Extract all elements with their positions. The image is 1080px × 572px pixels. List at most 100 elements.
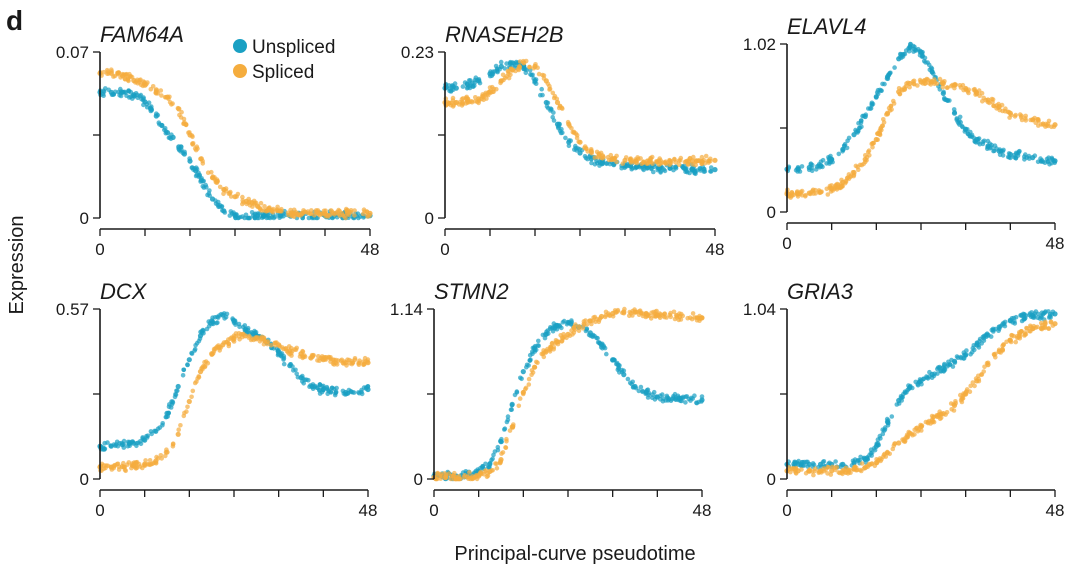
data-point	[506, 414, 511, 419]
data-point	[117, 70, 122, 75]
data-point	[993, 327, 998, 332]
data-point	[164, 450, 169, 455]
data-point	[122, 445, 127, 450]
data-point	[955, 354, 960, 359]
data-point	[518, 396, 523, 401]
data-point	[146, 433, 151, 438]
data-point	[329, 208, 334, 213]
data-point	[560, 130, 565, 135]
data-point	[138, 464, 143, 469]
data-point	[892, 101, 897, 106]
data-point	[122, 465, 127, 470]
data-point	[164, 131, 169, 136]
data-point	[1047, 315, 1052, 320]
data-point	[924, 420, 929, 425]
data-point	[966, 87, 971, 92]
data-point	[1001, 321, 1006, 326]
data-point	[170, 399, 175, 404]
data-point	[1033, 153, 1038, 158]
data-point	[927, 370, 932, 375]
x-tick-label: 48	[1046, 501, 1065, 520]
data-point	[447, 89, 452, 94]
data-point	[301, 355, 306, 360]
data-point	[334, 386, 339, 391]
data-point	[918, 78, 923, 83]
data-point	[513, 69, 518, 74]
data-point	[195, 144, 200, 149]
data-point	[365, 213, 370, 218]
data-point	[506, 69, 511, 74]
data-point	[930, 67, 935, 72]
data-point	[837, 152, 842, 157]
data-point	[335, 210, 340, 215]
data-point	[897, 86, 902, 91]
data-point	[907, 85, 912, 90]
data-point	[953, 82, 958, 87]
data-point	[445, 102, 450, 107]
data-point	[462, 473, 467, 478]
data-point	[952, 408, 957, 413]
panel-title: GRIA3	[787, 279, 854, 304]
data-point	[292, 347, 297, 352]
data-point	[341, 389, 346, 394]
data-point	[171, 442, 176, 447]
x-tick-label: 48	[361, 240, 380, 259]
data-point	[301, 381, 306, 386]
data-point	[583, 154, 588, 159]
data-point	[156, 113, 161, 118]
data-point	[851, 170, 856, 175]
data-point	[908, 384, 913, 389]
data-point	[149, 87, 154, 92]
data-point	[1000, 109, 1005, 114]
data-point	[330, 386, 335, 391]
data-point	[184, 409, 189, 414]
data-point	[484, 468, 489, 473]
data-point	[581, 326, 586, 331]
data-point	[971, 380, 976, 385]
data-point	[517, 404, 522, 409]
data-point	[206, 319, 211, 324]
data-point	[225, 312, 230, 317]
data-point	[817, 188, 822, 193]
data-point	[240, 198, 245, 203]
data-point	[170, 101, 175, 106]
data-point	[825, 471, 830, 476]
data-point	[658, 397, 663, 402]
data-point	[556, 340, 561, 345]
data-point	[143, 463, 148, 468]
data-point	[1009, 340, 1014, 345]
data-point	[178, 423, 183, 428]
data-point	[702, 169, 707, 174]
data-point	[941, 90, 946, 95]
data-point	[930, 414, 935, 419]
data-point	[803, 193, 808, 198]
data-point	[677, 395, 682, 400]
data-point	[621, 161, 626, 166]
data-point	[918, 49, 923, 54]
y-tick-label: 1.04	[743, 300, 776, 319]
data-point	[201, 328, 206, 333]
data-point	[213, 347, 218, 352]
data-point	[527, 382, 532, 387]
data-point	[958, 393, 963, 398]
data-point	[531, 76, 536, 81]
data-point	[135, 78, 140, 83]
data-point	[866, 465, 871, 470]
data-point	[844, 179, 849, 184]
data-point	[606, 155, 611, 160]
data-point	[141, 438, 146, 443]
data-point	[633, 157, 638, 162]
data-point	[598, 161, 603, 166]
data-point	[1036, 123, 1041, 128]
data-point	[237, 331, 242, 336]
data-point	[499, 60, 504, 65]
data-point	[620, 370, 625, 375]
data-point	[542, 355, 547, 360]
data-point	[106, 88, 111, 93]
data-point	[826, 465, 831, 470]
data-point	[963, 391, 968, 396]
data-point	[215, 177, 220, 182]
data-point	[176, 106, 181, 111]
data-point	[584, 146, 589, 151]
data-point	[851, 459, 856, 464]
